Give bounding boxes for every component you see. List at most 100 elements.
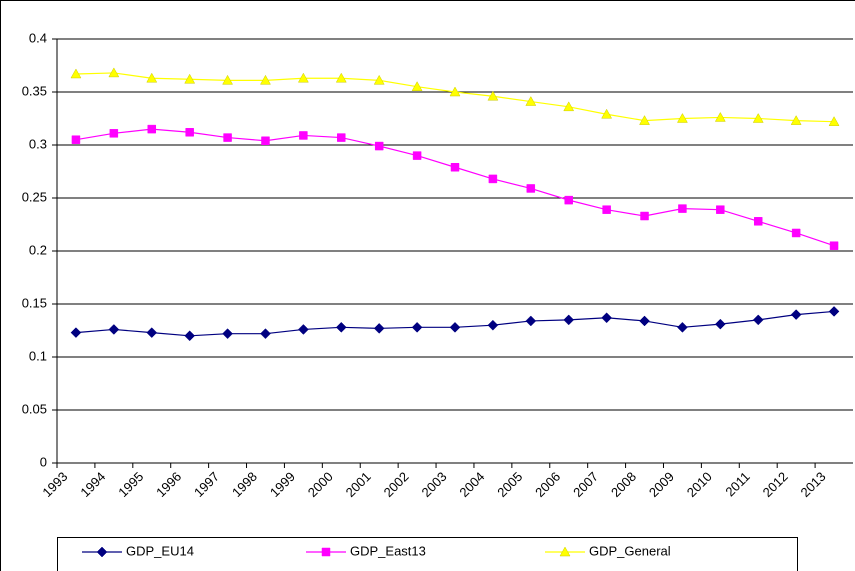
data-point	[601, 108, 613, 119]
data-point	[373, 74, 385, 85]
legend-marker	[559, 546, 571, 557]
x-tick-label: 2012	[760, 469, 791, 500]
data-point	[563, 101, 575, 112]
data-point	[791, 228, 801, 238]
y-tick-label: 0.2	[29, 242, 47, 257]
x-tick-label: 2007	[570, 469, 601, 500]
x-tick-label: 1998	[229, 469, 260, 500]
data-point	[374, 141, 384, 151]
data-point	[185, 128, 194, 137]
data-point	[487, 319, 499, 331]
data-point	[411, 321, 423, 333]
data-point	[260, 74, 271, 85]
x-tick-label: 2010	[684, 469, 715, 500]
x-tick-label: 1997	[191, 469, 222, 500]
data-point	[639, 315, 650, 327]
x-tick-label: 2005	[494, 469, 525, 500]
data-point	[525, 315, 537, 327]
data-point	[563, 314, 575, 326]
x-tick-label: 2001	[343, 469, 374, 500]
data-point	[752, 112, 764, 123]
data-point	[373, 323, 385, 334]
data-point	[526, 184, 536, 193]
data-point	[828, 116, 840, 126]
data-point	[108, 67, 120, 78]
y-tick-label: 0.3	[29, 136, 47, 151]
data-point	[222, 74, 233, 85]
data-point	[70, 327, 82, 338]
data-point	[790, 115, 802, 125]
data-point	[601, 312, 612, 324]
data-point	[752, 314, 764, 326]
y-tick-label: 0.1	[29, 348, 47, 363]
legend-label: GDP_EU14	[126, 543, 194, 558]
data-point	[108, 324, 120, 335]
data-point	[335, 321, 347, 333]
data-point	[184, 330, 196, 342]
data-point	[487, 90, 499, 101]
x-tick-label: 1999	[267, 469, 298, 500]
x-tick-label: 2011	[722, 469, 752, 499]
data-point	[71, 135, 81, 144]
data-point	[337, 133, 346, 142]
data-point	[260, 328, 271, 340]
y-tick-label: 0	[40, 454, 47, 469]
data-point	[753, 217, 763, 226]
data-point	[146, 72, 158, 83]
x-tick-label: 1995	[115, 469, 146, 500]
x-tick-label: 2000	[305, 469, 336, 500]
legend-marker	[96, 546, 108, 558]
legend-label: GDP_East13	[350, 543, 426, 558]
data-point	[184, 73, 196, 84]
data-point	[829, 241, 839, 250]
series-line	[75, 128, 835, 247]
data-point	[525, 96, 537, 106]
data-point	[147, 124, 157, 134]
x-tick-label: 1996	[153, 469, 184, 500]
y-tick-label: 0.4	[29, 30, 47, 45]
data-point	[299, 131, 308, 140]
y-tick-label: 0.35	[22, 83, 47, 98]
data-point	[714, 318, 726, 330]
x-tick-label: 2004	[456, 469, 487, 500]
data-point	[450, 163, 460, 172]
y-tick-label: 0.15	[22, 295, 47, 310]
data-point	[639, 115, 650, 125]
x-tick-label: 2008	[608, 469, 639, 500]
data-point	[261, 136, 270, 146]
data-point	[335, 72, 347, 83]
x-tick-label: 1993	[39, 469, 70, 500]
y-tick-label: 0.25	[22, 189, 47, 204]
data-point	[602, 205, 611, 214]
data-point	[411, 81, 423, 91]
data-point	[70, 68, 82, 79]
data-point	[716, 205, 725, 214]
data-point	[677, 321, 688, 333]
legend-box	[57, 537, 798, 571]
data-point	[449, 86, 461, 97]
data-point	[564, 195, 573, 205]
data-point	[714, 111, 726, 122]
y-tick-label: 0.05	[22, 401, 47, 416]
legend-marker	[321, 547, 331, 557]
data-point	[449, 321, 461, 333]
x-tick-label: 2002	[381, 469, 412, 500]
data-point	[297, 72, 309, 83]
data-point	[640, 211, 649, 221]
data-point	[677, 112, 688, 123]
x-tick-label: 1994	[77, 469, 108, 500]
data-point	[488, 174, 498, 184]
data-point	[828, 306, 840, 317]
x-tick-label: 2013	[798, 469, 829, 500]
data-point	[223, 133, 232, 142]
data-point	[678, 204, 687, 213]
data-point	[146, 327, 158, 338]
data-point	[222, 328, 233, 340]
legend-label: GDP_General	[589, 543, 671, 558]
x-tick-label: 2006	[532, 469, 563, 500]
x-tick-label: 2003	[418, 469, 449, 500]
data-point	[412, 151, 422, 160]
x-tick-label: 2009	[646, 469, 677, 500]
